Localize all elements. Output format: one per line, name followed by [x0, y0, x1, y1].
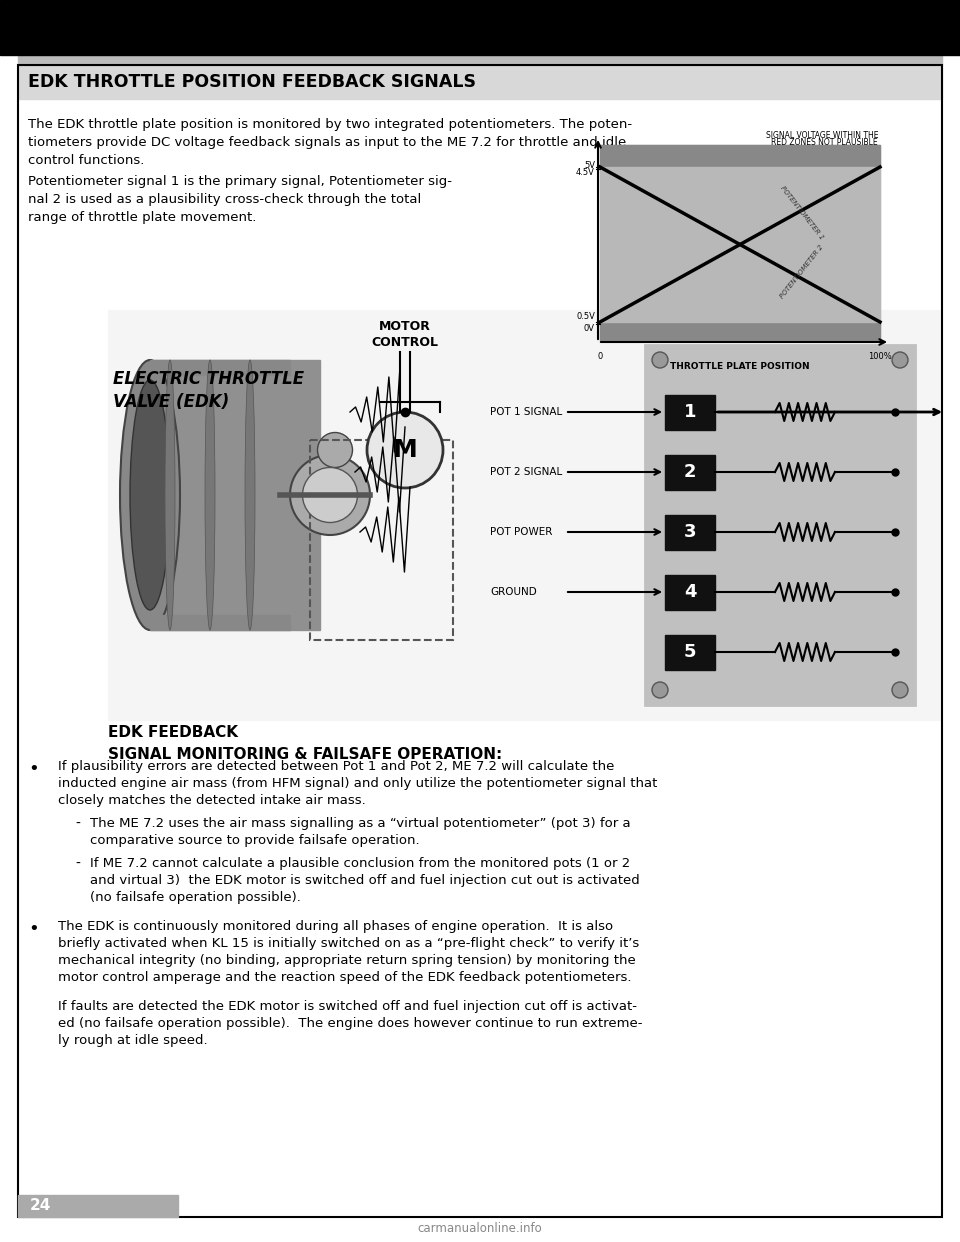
Text: 1: 1 [684, 402, 696, 421]
Ellipse shape [120, 360, 180, 630]
Ellipse shape [130, 380, 170, 610]
Text: The EDK throttle plate position is monitored by two integrated potentiometers. T: The EDK throttle plate position is monit… [28, 118, 632, 130]
Text: MOTOR
CONTROL: MOTOR CONTROL [372, 320, 439, 349]
Text: SIGNAL VOLTAGE WITHIN THE: SIGNAL VOLTAGE WITHIN THE [765, 130, 878, 140]
Circle shape [652, 682, 668, 698]
Text: If plausibility errors are detected between Pot 1 and Pot 2, ME 7.2 will calcula: If plausibility errors are detected betw… [58, 760, 614, 773]
Bar [18, 55, 942, 65]
Text: •: • [28, 920, 38, 938]
Text: EDK FEEDBACK: EDK FEEDBACK [108, 725, 238, 740]
Circle shape [892, 682, 908, 698]
Text: and virtual 3)  the EDK motor is switched off and fuel injection cut out is acti: and virtual 3) the EDK motor is switched… [90, 874, 639, 887]
Text: 24: 24 [30, 1199, 52, 1213]
Bar [150, 360, 290, 375]
Text: range of throttle plate movement.: range of throttle plate movement. [28, 211, 256, 224]
Text: 2: 2 [684, 463, 696, 481]
Text: control functions.: control functions. [28, 154, 144, 166]
Bar [108, 310, 940, 720]
Text: POT POWER: POT POWER [490, 527, 552, 537]
Text: VALVE (EDK): VALVE (EDK) [113, 392, 229, 411]
Text: Potentiometer signal 1 is the primary signal, Potentiometer sig-: Potentiometer signal 1 is the primary si… [28, 175, 452, 188]
Bar [18, 65, 942, 99]
Text: •: • [28, 760, 38, 777]
Text: 5: 5 [684, 643, 696, 661]
Bar [600, 145, 880, 166]
Bar [150, 615, 290, 630]
Text: ed (no failsafe operation possible).  The engine does however continue to run ex: ed (no failsafe operation possible). The… [58, 1017, 642, 1030]
Ellipse shape [165, 360, 175, 630]
Ellipse shape [302, 467, 357, 523]
Text: -: - [75, 817, 80, 831]
Text: (no failsafe operation possible).: (no failsafe operation possible). [90, 891, 300, 904]
Text: 0.5V: 0.5V [576, 312, 595, 320]
Text: 4: 4 [684, 582, 696, 601]
Text: THROTTLE PLATE POSITION: THROTTLE PLATE POSITION [670, 361, 810, 371]
Bar [665, 395, 715, 430]
Bar [0, 0, 960, 55]
Bar [600, 145, 880, 340]
Text: -: - [75, 857, 80, 871]
Text: 4.5V: 4.5V [576, 168, 595, 178]
Text: RED ZONES NOT PLAUSIBLE: RED ZONES NOT PLAUSIBLE [772, 138, 878, 147]
Text: The ME 7.2 uses the air mass signalling as a “virtual potentiometer” (pot 3) for: The ME 7.2 uses the air mass signalling … [90, 817, 631, 830]
Text: 0: 0 [597, 351, 603, 361]
Text: If faults are detected the EDK motor is switched off and fuel injection cut off : If faults are detected the EDK motor is … [58, 1000, 637, 1013]
Ellipse shape [205, 360, 215, 630]
Text: inducted engine air mass (from HFM signal) and only utilize the potentiometer si: inducted engine air mass (from HFM signa… [58, 777, 658, 790]
Text: POTENTIOMETER 2: POTENTIOMETER 2 [779, 243, 825, 299]
Ellipse shape [245, 360, 255, 630]
Text: closely matches the detected intake air mass.: closely matches the detected intake air … [58, 794, 366, 807]
Bar [150, 360, 320, 630]
Text: The EDK is continuously monitored during all phases of engine operation.  It is : The EDK is continuously monitored during… [58, 920, 613, 933]
Bar [310, 440, 453, 640]
Text: briefly activated when KL 15 is initially switched on as a “pre-flight check” to: briefly activated when KL 15 is initiall… [58, 936, 639, 950]
Text: nal 2 is used as a plausibility cross-check through the total: nal 2 is used as a plausibility cross-ch… [28, 193, 421, 206]
Text: motor control amperage and the reaction speed of the EDK feedback potentiometers: motor control amperage and the reaction … [58, 971, 632, 984]
Bar [600, 322, 880, 340]
Bar [665, 515, 715, 550]
Bar [665, 455, 715, 491]
Bar [645, 345, 915, 705]
Ellipse shape [318, 432, 352, 467]
Text: tiometers provide DC voltage feedback signals as input to the ME 7.2 for throttl: tiometers provide DC voltage feedback si… [28, 137, 626, 149]
Text: 100%: 100% [868, 351, 892, 361]
Text: POT 2 SIGNAL: POT 2 SIGNAL [490, 467, 563, 477]
Text: mechanical integrity (no binding, appropriate return spring tension) by monitori: mechanical integrity (no binding, approp… [58, 954, 636, 968]
Bar [665, 635, 715, 669]
Bar [18, 1195, 178, 1217]
Text: 3: 3 [684, 523, 696, 542]
Circle shape [652, 351, 668, 368]
Text: ELECTRIC THROTTLE: ELECTRIC THROTTLE [113, 370, 304, 388]
Text: GROUND: GROUND [490, 587, 537, 597]
Circle shape [892, 351, 908, 368]
Text: EDK THROTTLE POSITION FEEDBACK SIGNALS: EDK THROTTLE POSITION FEEDBACK SIGNALS [28, 73, 476, 91]
Text: 0V: 0V [584, 324, 595, 333]
Text: M: M [393, 438, 418, 462]
Text: comparative source to provide failsafe operation.: comparative source to provide failsafe o… [90, 833, 420, 847]
Bar [600, 166, 880, 322]
Text: POTENTIOMETER 1: POTENTIOMETER 1 [779, 185, 825, 241]
Ellipse shape [290, 455, 370, 535]
Text: SIGNAL MONITORING & FAILSAFE OPERATION:: SIGNAL MONITORING & FAILSAFE OPERATION: [108, 746, 502, 763]
Bar [665, 575, 715, 610]
Text: carmanualonline.info: carmanualonline.info [418, 1221, 542, 1235]
Text: ly rough at idle speed.: ly rough at idle speed. [58, 1035, 207, 1047]
Circle shape [367, 412, 443, 488]
Text: 5V: 5V [584, 161, 595, 170]
Text: If ME 7.2 cannot calculate a plausible conclusion from the monitored pots (1 or : If ME 7.2 cannot calculate a plausible c… [90, 857, 631, 869]
Text: POT 1 SIGNAL: POT 1 SIGNAL [490, 407, 563, 417]
